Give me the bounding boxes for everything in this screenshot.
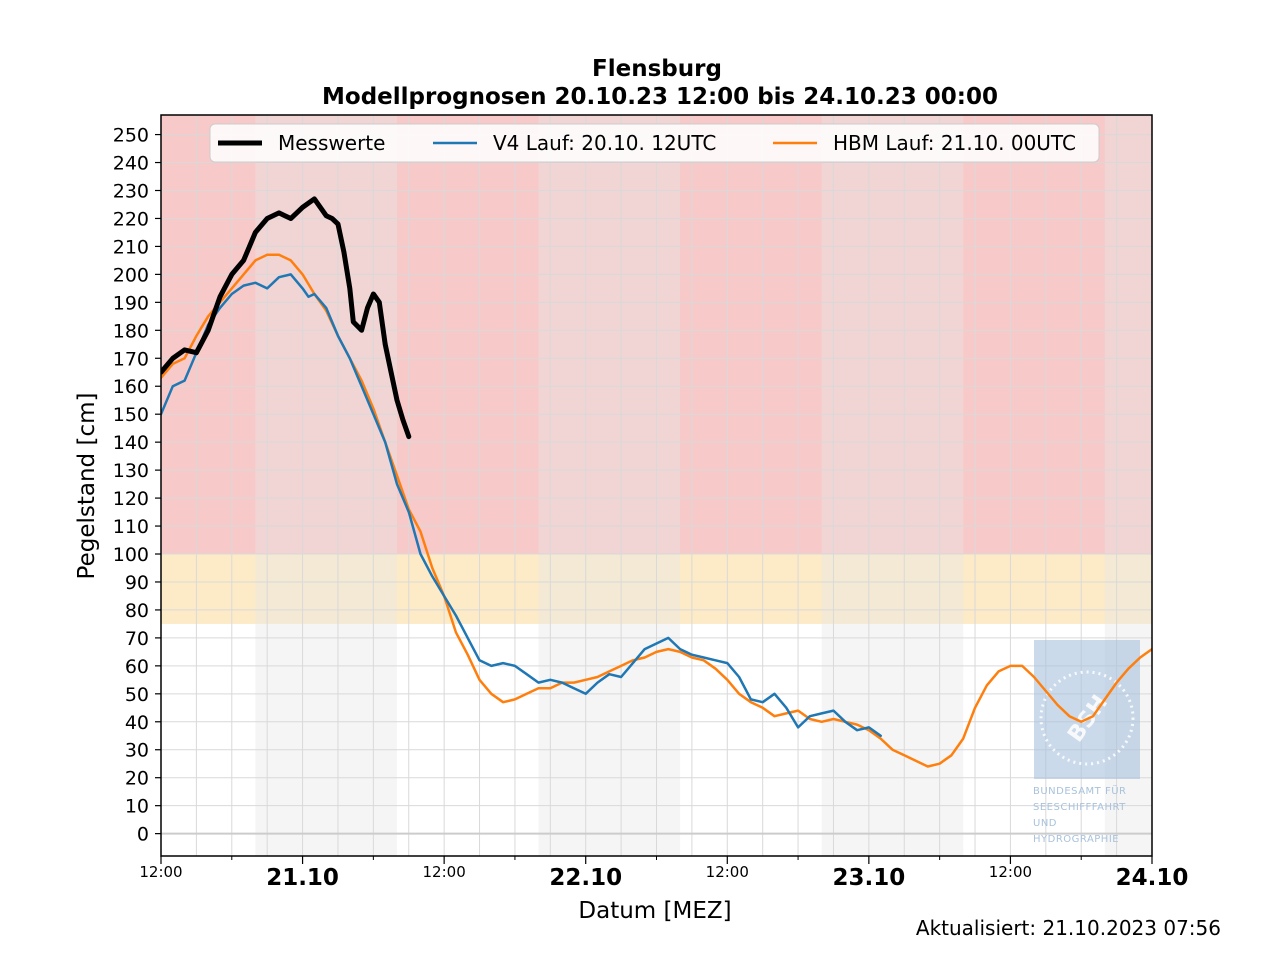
x-tick-label-3: 22.10 <box>549 865 622 891</box>
logo-line-2: SEESCHIFFFAHRT <box>1033 802 1126 813</box>
y-tick-label-40: 40 <box>125 712 149 734</box>
y-tick-label-220: 220 <box>113 208 149 230</box>
y-tick-label-80: 80 <box>125 600 149 622</box>
y-tick-label-110: 110 <box>113 516 149 538</box>
y-tick-label-0: 0 <box>137 824 149 846</box>
y-tick-label-160: 160 <box>113 376 149 398</box>
legend-label-0: Messwerte <box>278 131 385 155</box>
x-tick-label-0: 12:00 <box>139 863 182 881</box>
y-tick-label-140: 140 <box>113 432 149 454</box>
legend-label-2: HBM Lauf: 21.10. 00UTC <box>833 131 1076 155</box>
night-band-0 <box>255 115 397 856</box>
y-tick-label-190: 190 <box>113 292 149 314</box>
y-tick-label-200: 200 <box>113 264 149 286</box>
x-tick-label-1: 21.10 <box>266 865 339 891</box>
y-tick-label-210: 210 <box>113 236 149 258</box>
legend: Messwerte V4 Lauf: 20.10. 12UTC HBM Lauf: … <box>209 123 1100 163</box>
y-tick-label-120: 120 <box>113 488 149 510</box>
y-tick-label-20: 20 <box>125 768 149 790</box>
y-tick-label-130: 130 <box>113 460 149 482</box>
series-line-1 <box>161 273 882 738</box>
y-tick-label-60: 60 <box>125 656 149 678</box>
y-tick-label-230: 230 <box>113 180 149 202</box>
x-axis-label: Datum [MEZ] <box>578 898 731 924</box>
y-tick-label-170: 170 <box>113 348 149 370</box>
updated-timestamp: Aktualisiert: 21.10.2023 07:56 <box>916 916 1221 940</box>
x-tick-label-4: 12:00 <box>706 863 749 881</box>
chart-title: Flensburg <box>592 56 722 82</box>
y-tick-label-150: 150 <box>113 404 149 426</box>
y-axis-label: Pegelstand [cm] <box>74 393 100 580</box>
x-tick-label-6: 12:00 <box>989 863 1032 881</box>
logo-line-4: HYDROGRAPHIE <box>1033 834 1119 845</box>
y-tick-label-50: 50 <box>125 684 149 706</box>
night-band-1 <box>538 115 681 856</box>
y-axis-ticks: 0 10 20 30 40 50 60 70 80 90 100 110 120 130 140 150 160… <box>113 125 161 846</box>
bsh-logo: BSH BUNDESAMT FÜR SEESCHIFFFAHRT UND HYD… <box>1033 640 1140 845</box>
series-line-0 <box>161 196 412 440</box>
y-tick-label-70: 70 <box>125 628 149 650</box>
legend-label-1: V4 Lauf: 20.10. 12UTC <box>493 131 716 155</box>
logo-line-1: BUNDESAMT FÜR <box>1033 784 1127 797</box>
night-band-2 <box>821 115 964 856</box>
y-tick-label-100: 100 <box>113 544 149 566</box>
y-tick-label-180: 180 <box>113 320 149 342</box>
y-tick-label-30: 30 <box>125 740 149 762</box>
y-tick-label-250: 250 <box>113 125 149 147</box>
x-tick-label-7: 24.10 <box>1116 865 1189 891</box>
y-tick-label-10: 10 <box>125 796 149 818</box>
grid-lines <box>161 115 1152 856</box>
y-tick-label-240: 240 <box>113 153 149 175</box>
logo-box <box>1034 640 1140 779</box>
series-lines <box>161 196 1152 768</box>
x-tick-label-5: 23.10 <box>832 865 905 891</box>
x-axis-ticks: 12:00 21.10 12:00 22.10 12:00 23.10 12:00 24.10 <box>139 856 1188 891</box>
y-tick-label-90: 90 <box>125 572 149 594</box>
legend-box <box>209 123 1100 163</box>
logo-star-ring <box>1039 670 1135 766</box>
chart-subtitle: Modellprognosen 20.10.23 12:00 bis 24.10… <box>322 84 998 110</box>
logo-line-3: UND <box>1033 818 1057 829</box>
x-tick-label-2: 12:00 <box>423 863 466 881</box>
